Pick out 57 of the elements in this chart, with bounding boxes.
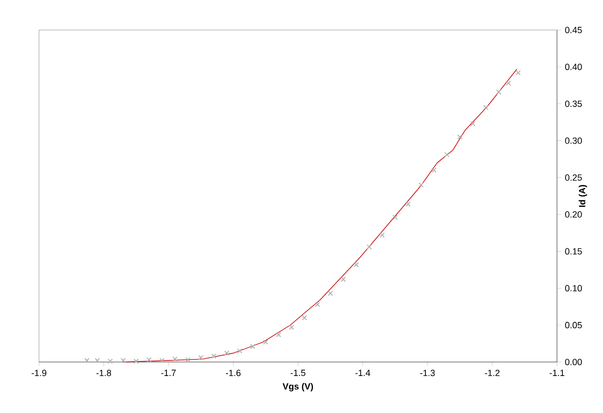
point — [159, 358, 165, 364]
point — [354, 262, 359, 268]
y-tick-label: 0.10 — [565, 285, 582, 292]
x-tick-label: -1.3 — [420, 370, 435, 376]
point — [418, 182, 424, 188]
point — [172, 356, 178, 362]
point — [444, 152, 450, 158]
y-axis-title: Id (A) — [578, 184, 588, 207]
point — [263, 339, 268, 345]
x-tick-label: -1.9 — [32, 370, 46, 376]
point — [340, 276, 346, 282]
x-tick-label: -1.1 — [550, 370, 564, 376]
point — [237, 348, 242, 354]
point — [483, 104, 488, 110]
x-tick-label: -1.6 — [226, 370, 241, 376]
point — [496, 89, 502, 95]
y-tick-label: 0.40 — [565, 64, 582, 70]
x-tick-label: -1.4 — [355, 370, 370, 376]
point — [302, 315, 308, 320]
point — [185, 357, 191, 362]
x-tick-label: -1.5 — [290, 370, 306, 376]
point — [94, 358, 100, 364]
y-tick-label: 0.00 — [565, 358, 582, 366]
x-tick-label: -1.7 — [161, 370, 176, 376]
point — [211, 353, 216, 359]
point — [328, 290, 333, 296]
point — [288, 324, 294, 330]
x-axis-title: Vgs (V) — [282, 382, 313, 392]
point — [405, 202, 411, 207]
point — [250, 344, 256, 350]
point — [366, 244, 372, 250]
point — [84, 358, 90, 364]
point — [198, 354, 204, 360]
y-tick-label: 0.25 — [565, 174, 582, 181]
point — [470, 121, 476, 126]
y-tick-label: 0.05 — [565, 322, 582, 328]
y-tick-label: 0.15 — [565, 248, 582, 255]
point — [431, 168, 437, 173]
point — [392, 214, 398, 220]
x-tick-label: -1.8 — [96, 370, 112, 376]
point — [134, 358, 139, 364]
point — [516, 70, 521, 76]
point — [276, 332, 282, 338]
point — [224, 350, 230, 356]
y-tick-label: 0.30 — [565, 137, 582, 144]
point — [314, 302, 320, 308]
point — [120, 358, 126, 364]
y-tick-label: 0.20 — [565, 211, 582, 218]
point — [506, 80, 512, 86]
point — [146, 357, 152, 362]
line-series — [122, 68, 518, 362]
x-tick-label: -1.2 — [484, 370, 500, 376]
y-tick-label: 0.45 — [565, 26, 582, 34]
point — [457, 134, 462, 140]
point — [108, 358, 113, 364]
point — [380, 232, 385, 238]
y-tick-label: 0.35 — [565, 100, 582, 107]
